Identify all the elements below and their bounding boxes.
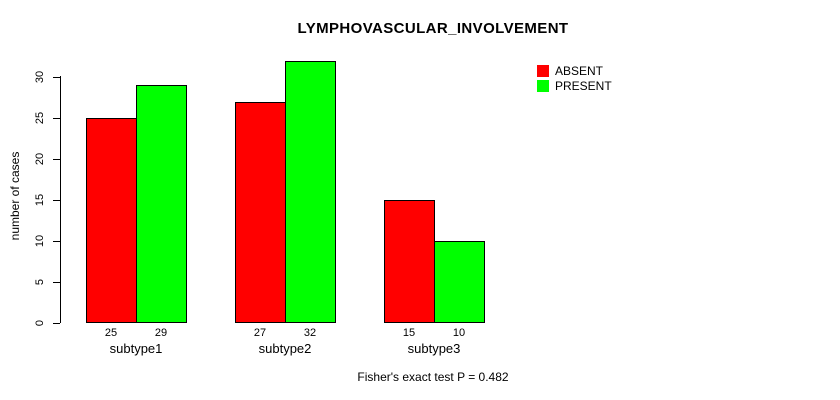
- bar-value-label: 32: [303, 327, 317, 339]
- y-tick: [53, 241, 60, 242]
- y-tick-label: 30: [34, 70, 46, 84]
- bar-absent-subtype1: [86, 118, 137, 323]
- y-axis-line: [60, 76, 61, 323]
- legend-swatch-icon: [537, 64, 549, 77]
- footer-annotation: Fisher's exact test P = 0.482: [357, 370, 509, 384]
- y-tick-label: 20: [34, 152, 46, 166]
- y-axis-title: number of cases: [8, 151, 22, 241]
- y-tick: [53, 200, 60, 201]
- y-tick: [53, 282, 60, 283]
- y-tick: [53, 77, 60, 78]
- bar-value-label: 27: [253, 327, 267, 339]
- y-tick-label: 5: [34, 278, 46, 286]
- legend-label: PRESENT: [555, 78, 612, 93]
- bar-value-label: 10: [452, 327, 466, 339]
- bar-value-label: 15: [402, 327, 416, 339]
- bar-absent-subtype3: [384, 200, 435, 323]
- bar-value-label: 25: [104, 327, 118, 339]
- bar-value-label: 29: [154, 327, 168, 339]
- bar-absent-subtype2: [235, 102, 286, 323]
- y-tick-label: 25: [34, 111, 46, 125]
- chart-title: LYMPHOVASCULAR_INVOLVEMENT: [297, 20, 569, 37]
- y-tick-label: 0: [34, 319, 46, 327]
- y-tick: [53, 159, 60, 160]
- category-label-subtype2: subtype2: [258, 341, 312, 356]
- legend-swatch-icon: [537, 79, 549, 92]
- legend-label: ABSENT: [555, 63, 604, 78]
- y-tick: [53, 323, 60, 324]
- legend-row-absent: ABSENT: [537, 63, 612, 78]
- bar-present-subtype3: [434, 241, 485, 323]
- bar-present-subtype1: [136, 85, 187, 323]
- y-tick-label: 15: [34, 193, 46, 207]
- legend-row-present: PRESENT: [537, 78, 612, 93]
- category-label-subtype1: subtype1: [109, 341, 163, 356]
- bar-present-subtype2: [285, 61, 336, 323]
- category-label-subtype3: subtype3: [407, 341, 461, 356]
- y-tick-label: 10: [34, 234, 46, 248]
- y-tick: [53, 118, 60, 119]
- legend: ABSENT PRESENT: [537, 63, 612, 93]
